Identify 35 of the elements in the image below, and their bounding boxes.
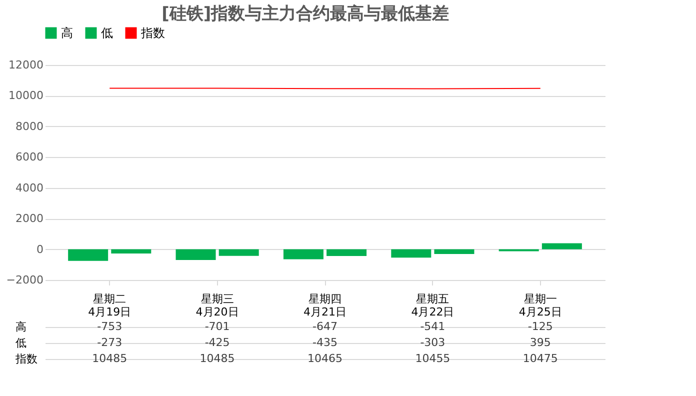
y-tick-label: 0 [36, 242, 44, 256]
y-tick-label: −2000 [6, 274, 44, 286]
data-label: 10475 [522, 352, 558, 365]
y-tick-label: 2000 [16, 212, 44, 226]
data-label: 10455 [415, 352, 450, 365]
chart-title: [硅铁]指数与主力合约最高与最低基差 [162, 4, 450, 24]
data-label: -425 [204, 336, 230, 349]
data-label: -701 [204, 320, 230, 333]
x-tick-label: 星期二 4月19日 [88, 292, 132, 318]
text: 高 [16, 320, 26, 334]
text: 指数 [16, 352, 38, 366]
y-tick-label: 6000 [16, 150, 44, 164]
x-tick-label: 星期一 4月25日 [518, 292, 562, 318]
data-label: -541 [420, 320, 446, 333]
x-tick-label: 星期三 4月20日 [196, 292, 239, 318]
y-tick-label: 12000 [8, 58, 44, 72]
data-label: 10465 [308, 352, 342, 365]
y-tick-label: 8000 [16, 120, 44, 133]
data-label: -273 [97, 336, 122, 349]
legend-label: 低 [101, 26, 113, 40]
legend-label: 指数 [140, 26, 165, 40]
x-tick-label: 星期四 4月21日 [304, 292, 346, 318]
data-label: -753 [97, 320, 122, 333]
data-label: -647 [312, 320, 338, 333]
y-tick-label: 10000 [8, 89, 44, 102]
data-label: 10485 [92, 352, 128, 365]
data-label: -125 [528, 320, 553, 333]
data-label: 395 [530, 336, 551, 349]
legend-label: 高 [61, 26, 73, 40]
y-tick-label: 4000 [16, 181, 44, 194]
x-tick-label: 星期五 4月22日 [411, 292, 454, 318]
text: 低 [16, 336, 26, 350]
data-label: -435 [312, 336, 338, 349]
data-label: 10485 [200, 352, 235, 365]
data-label: -303 [420, 336, 446, 349]
